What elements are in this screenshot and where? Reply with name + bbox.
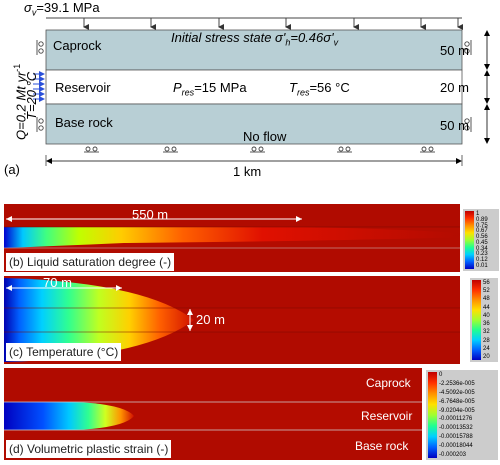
saturation-distance-label: 550 m bbox=[132, 207, 169, 222]
plastic-strain-colorbar: 0 -2.2536e-005 -4.5092e-005 -6.7648e-005 -9.… bbox=[426, 370, 498, 460]
saturation-colorbar: 1 0.89 0.75 0.67 0.56 0.45 0.34 0.23 0.12 0.01 bbox=[463, 209, 499, 271]
colorbar-tick-label: -4.5092e-005 bbox=[439, 389, 475, 396]
plastic-strain-zone bbox=[4, 402, 134, 430]
colorbar-tick-label: 44 bbox=[483, 304, 490, 311]
colorbar-tick-label: 0.45 bbox=[476, 239, 488, 246]
initial-stress-label: Initial stress state σ'h=0.46σ'v bbox=[171, 30, 339, 48]
saturation-caption: (b) Liquid saturation degree (-) bbox=[6, 253, 175, 271]
colorbar-tick-label: -2.2536e-005 bbox=[439, 380, 475, 387]
temperature-thickness-label: 20 m bbox=[196, 312, 225, 327]
reservoir-thickness-label: 20 m bbox=[440, 80, 469, 95]
injection-temperature-label: T=20 °C bbox=[24, 71, 39, 120]
colorbar-tick-label: 32 bbox=[483, 329, 490, 336]
colorbar-tick-label: 1 bbox=[476, 211, 480, 217]
colorbar-tick-label: -9.0204e-005 bbox=[439, 407, 475, 414]
colorbar-tick-label: 28 bbox=[483, 337, 490, 344]
plastic-strain-panel bbox=[4, 368, 422, 460]
colorbar-tick-label: 0.75 bbox=[476, 222, 488, 229]
strain-base-rock-label: Base rock bbox=[355, 439, 409, 453]
caprock-thickness-label: 50 m bbox=[440, 43, 469, 58]
reservoir-temperature-label: Tres=56 °C bbox=[289, 80, 350, 98]
base-rock-layer bbox=[45, 103, 463, 145]
colorbar-tick-label: 48 bbox=[483, 296, 490, 303]
colorbar-tick-label: -0.00018044 bbox=[439, 443, 473, 450]
bottom-roller-supports bbox=[84, 146, 435, 153]
load-arrows bbox=[83, 18, 463, 30]
domain-width-label: 1 km bbox=[233, 164, 262, 179]
injection-arrows bbox=[33, 71, 45, 102]
colorbar-tick-label: -0.00013532 bbox=[439, 425, 473, 432]
caprock-layer bbox=[45, 29, 463, 71]
temperature-caption: (c) Temperature (°C) bbox=[6, 343, 122, 361]
colorbar-tick-label: 40 bbox=[483, 312, 490, 319]
schematic-diagram bbox=[33, 17, 490, 166]
colorbar-tick-label: -0.00011276 bbox=[439, 416, 473, 423]
colorbar-tick-label: 0.01 bbox=[476, 263, 488, 269]
colorbar-tick-label: 24 bbox=[483, 345, 490, 352]
base-rock-label: Base rock bbox=[55, 115, 113, 130]
vertical-stress-label: σv=39.1 MPa bbox=[24, 0, 100, 18]
plastic-strain-caption: (d) Volumetric plastic strain (-) bbox=[6, 440, 172, 458]
colorbar-tick-label: 20 bbox=[483, 354, 490, 360]
reservoir-pressure-label: Pres=15 MPa bbox=[173, 80, 247, 98]
colorbar-tick-label: -0.000203 bbox=[439, 452, 467, 458]
no-flow-label: No flow bbox=[243, 129, 287, 144]
colorbar-tick-label: 0.12 bbox=[476, 257, 488, 264]
colorbar-tick-label: 52 bbox=[483, 288, 490, 295]
colorbar-tick-label: 0.34 bbox=[476, 245, 488, 252]
base-rock-thickness-label: 50 m bbox=[440, 118, 469, 133]
left-roller-supports bbox=[36, 40, 44, 132]
temperature-plume bbox=[4, 278, 194, 362]
right-roller-supports bbox=[464, 40, 472, 132]
colorbar-tick-label: 0.23 bbox=[476, 251, 488, 258]
reservoir-layer bbox=[45, 69, 463, 105]
colorbar-tick-label: 56 bbox=[483, 280, 490, 286]
colorbar-tick-label: 0 bbox=[439, 372, 443, 378]
colorbar-tick-label: -6.7648e-005 bbox=[439, 398, 475, 405]
panel-a-label: (a) bbox=[4, 162, 20, 177]
saturation-plume bbox=[4, 227, 474, 248]
colorbar-tick-label: 36 bbox=[483, 321, 490, 328]
temperature-distance-label: 70 m bbox=[43, 275, 72, 290]
reservoir-label: Reservoir bbox=[55, 80, 111, 95]
caprock-label: Caprock bbox=[53, 38, 102, 53]
colorbar-tick-label: 0.67 bbox=[476, 228, 488, 235]
colorbar-tick-label: -0.00015788 bbox=[439, 434, 473, 441]
temperature-colorbar: 56 52 48 44 40 36 32 28 24 20 bbox=[470, 278, 498, 362]
colorbar-tick-label: 0.89 bbox=[476, 216, 488, 223]
strain-reservoir-label: Reservoir bbox=[361, 409, 413, 423]
strain-caprock-label: Caprock bbox=[366, 376, 411, 390]
colorbar-tick-label: 0.56 bbox=[476, 234, 488, 241]
